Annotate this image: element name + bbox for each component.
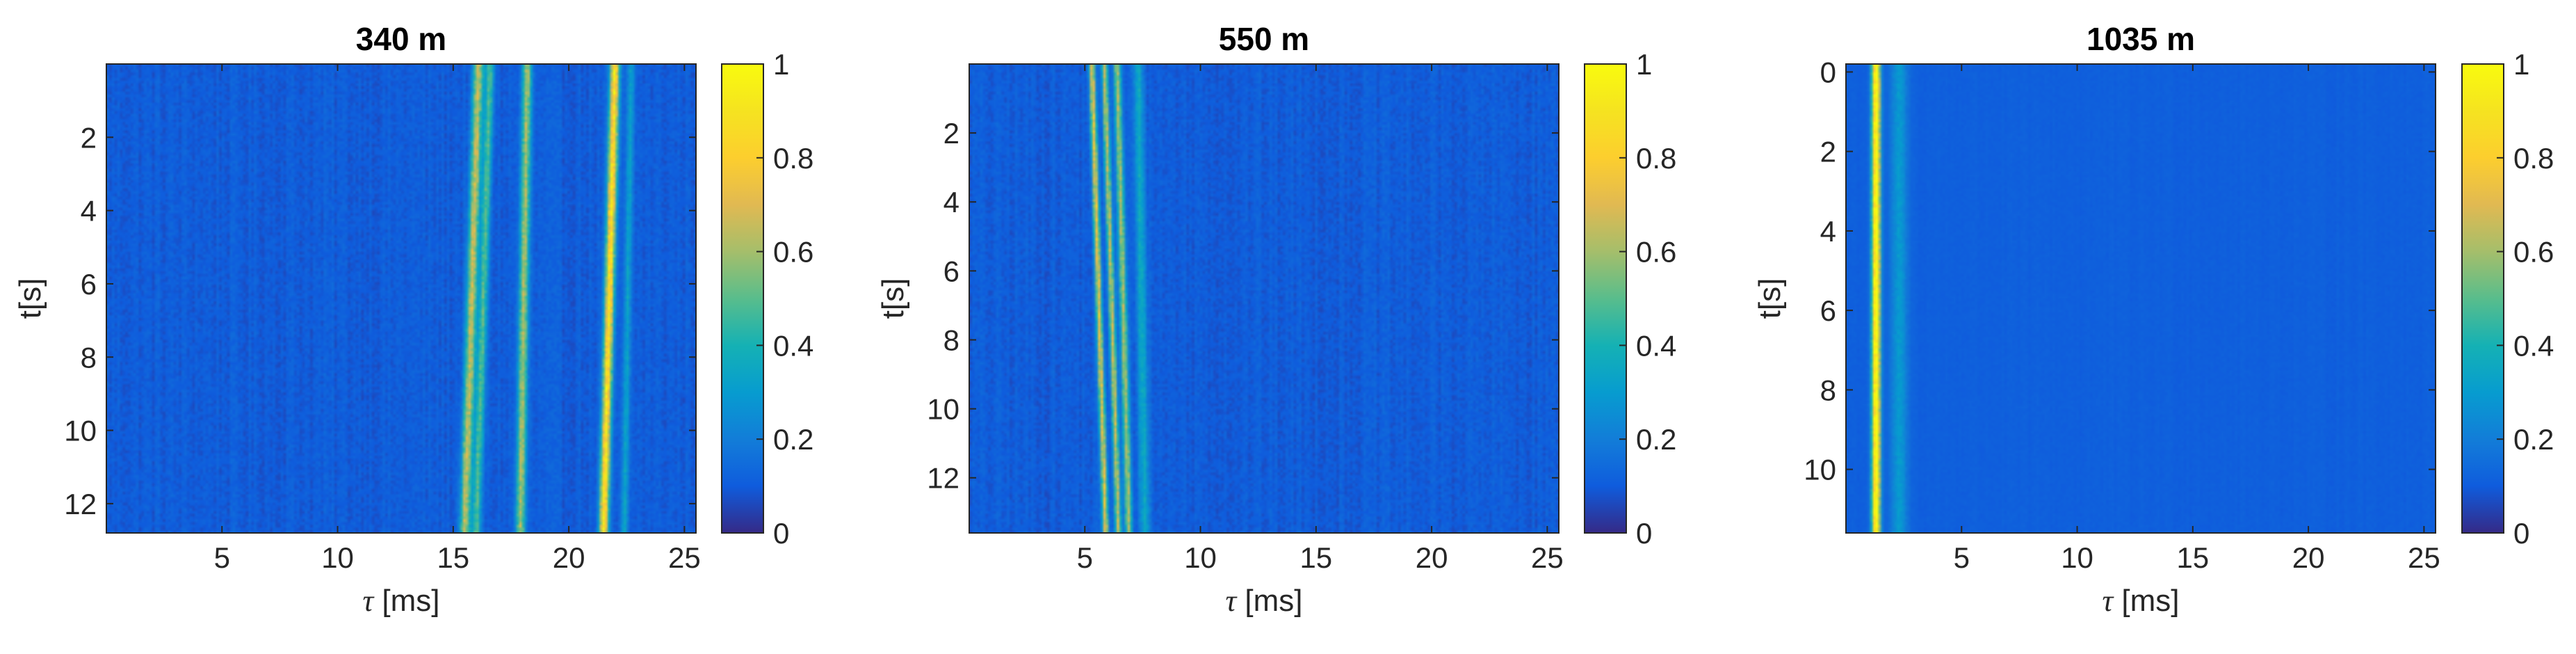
y-axis-label: t[s] [13, 278, 47, 319]
chart-title: 550 m [1219, 21, 1309, 57]
heatmap-image [106, 64, 696, 533]
colorbar-tick-label: 0.6 [773, 236, 813, 269]
y-tick-label: 10 [1804, 454, 1836, 486]
y-axis-label: t[s] [1753, 278, 1787, 319]
colorbar-tick-label: 0 [1636, 517, 1652, 550]
x-tick-label: 10 [321, 541, 354, 574]
colorbar-tick-label: 0.4 [773, 329, 813, 362]
x-axis-label-symbol: τ [1225, 584, 1238, 618]
axes-box [1845, 63, 2436, 534]
y-tick-label: 2 [81, 121, 97, 154]
axes-box [969, 63, 1560, 534]
colorbar-tick-label: 0 [773, 517, 789, 550]
colorbar: 0 0.2 0.4 0.6 0.8 1 [2461, 48, 2554, 550]
x-tick-label: 25 [668, 541, 701, 574]
colorbar-box [721, 63, 764, 534]
y-tick-label: 4 [1820, 215, 1836, 248]
colorbar-gradient [1585, 64, 1626, 533]
y-tick-label: 6 [1820, 294, 1836, 327]
colorbar-gradient [2462, 64, 2504, 533]
colorbar-tick-label: 0.4 [2513, 329, 2554, 362]
colorbar-tick-label: 0.6 [2513, 236, 2554, 269]
x-tick-label: 5 [214, 541, 230, 574]
y-tick-label: 10 [927, 393, 959, 426]
colorbar-tick-label: 1 [773, 48, 789, 81]
colorbar-tick-label: 0.2 [1636, 423, 1676, 456]
x-tick-label: 20 [553, 541, 585, 574]
x-tick-label: 15 [437, 541, 469, 574]
heatmap-image [1846, 64, 2436, 533]
colorbar-tick-label: 0.2 [773, 423, 813, 456]
x-axis-label-unit: [ms] [1236, 584, 1302, 618]
colorbar-box [2461, 63, 2504, 534]
chart-title: 340 m [356, 21, 446, 57]
colorbar-tick-label: 0 [2513, 517, 2529, 550]
x-tick-label: 20 [1416, 541, 1448, 574]
y-tick-label: 0 [1820, 56, 1836, 88]
colorbar-tick-label: 1 [2513, 48, 2529, 81]
axes-box [106, 63, 697, 534]
x-axis-label-unit: [ms] [373, 584, 439, 618]
colorbar: 0 0.2 0.4 0.6 0.8 1 [1584, 48, 1676, 550]
y-tick-label: 8 [81, 341, 97, 374]
x-tick-label: 10 [2061, 541, 2093, 574]
y-tick-label: 4 [81, 195, 97, 228]
x-axis-label: τ [ms] [1225, 584, 1302, 618]
y-tick-label: 2 [1820, 136, 1836, 168]
x-tick-label: 5 [1954, 541, 1970, 574]
colorbar-tick-label: 0.8 [2513, 142, 2554, 175]
y-axis-label: t[s] [876, 278, 910, 319]
x-tick-label: 25 [2408, 541, 2440, 574]
y-tick-label: 4 [943, 186, 959, 218]
y-tick-label: 6 [943, 255, 959, 287]
x-tick-label: 25 [1531, 541, 1564, 574]
colorbar-box [1584, 63, 1627, 534]
colorbar-tick-label: 0.4 [1636, 329, 1676, 362]
x-axis-label: τ [ms] [2102, 584, 2179, 618]
colorbar-tick-label: 0.8 [1636, 142, 1676, 175]
colorbar-tick-label: 0.6 [1636, 236, 1676, 269]
y-tick-label: 12 [64, 488, 97, 520]
colorbar-gradient [722, 64, 763, 533]
x-tick-label: 10 [1184, 541, 1217, 574]
x-axis-label: τ [ms] [362, 584, 439, 618]
colorbar: 0 0.2 0.4 0.6 0.8 1 [721, 48, 813, 550]
colorbar-tick-label: 1 [1636, 48, 1652, 81]
x-tick-label: 20 [2292, 541, 2325, 574]
x-tick-label: 15 [2176, 541, 2209, 574]
x-tick-label: 5 [1077, 541, 1093, 574]
colorbar-tick-label: 0.8 [773, 142, 813, 175]
y-tick-label: 8 [1820, 374, 1836, 406]
x-axis-label-symbol: τ [2102, 584, 2114, 618]
x-axis-label-symbol: τ [362, 584, 375, 618]
y-tick-label: 10 [64, 415, 97, 447]
chart-title: 1035 m [2087, 21, 2195, 57]
y-tick-label: 12 [927, 462, 959, 495]
y-tick-label: 2 [943, 117, 959, 150]
colorbar-tick-label: 0.2 [2513, 423, 2554, 456]
y-tick-label: 8 [943, 324, 959, 356]
heatmap-image [969, 64, 1559, 533]
x-tick-label: 15 [1299, 541, 1332, 574]
x-axis-label-unit: [ms] [2113, 584, 2179, 618]
y-tick-label: 6 [81, 268, 97, 301]
